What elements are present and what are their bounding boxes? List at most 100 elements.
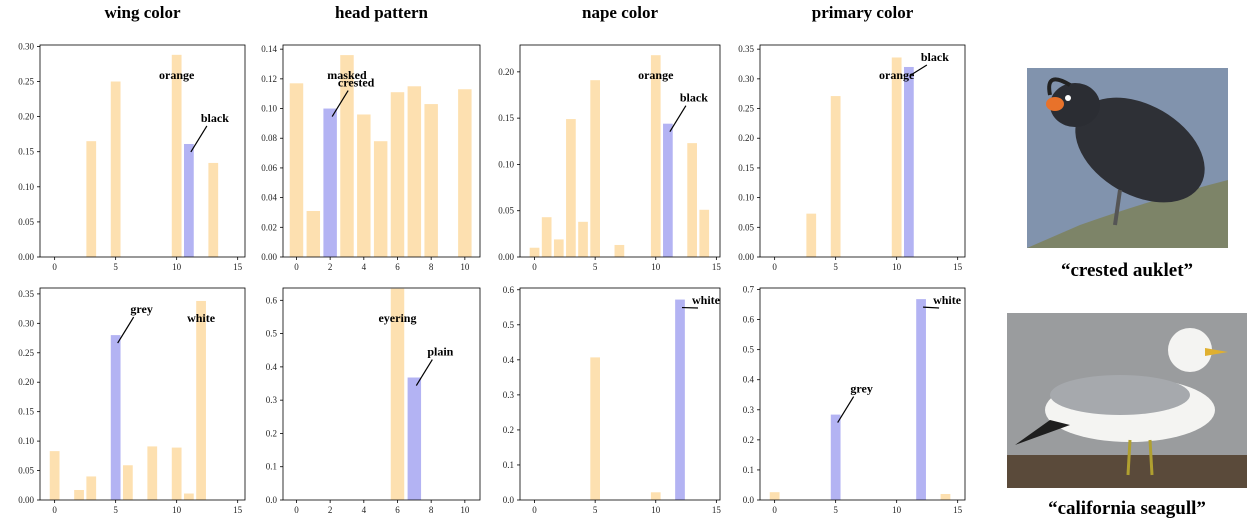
bar [687, 143, 697, 257]
bar [172, 55, 182, 257]
bar [184, 494, 194, 500]
bar [651, 492, 661, 500]
y-tick-label: 0.35 [738, 44, 754, 54]
x-tick-label: 10 [892, 262, 902, 272]
bar [916, 299, 926, 500]
annotation: grey [850, 382, 872, 396]
bar [663, 124, 673, 257]
bar [357, 114, 370, 257]
y-tick-label: 0.6 [266, 295, 278, 305]
bar [892, 57, 902, 257]
x-tick-label: 8 [429, 505, 434, 515]
y-tick-label: 0.06 [261, 163, 277, 173]
y-tick-label: 0.15 [738, 163, 754, 173]
x-tick-label: 5 [113, 262, 118, 272]
x-tick-label: 5 [833, 262, 838, 272]
bar [408, 378, 421, 500]
y-tick-label: 0.25 [738, 104, 754, 114]
bar [290, 83, 303, 257]
bar [374, 141, 387, 257]
bar [172, 448, 182, 500]
bar [770, 492, 780, 500]
x-tick-label: 0 [772, 262, 777, 272]
x-tick-label: 0 [294, 505, 299, 515]
column-title: wing color [104, 3, 180, 22]
y-tick-label: 0.4 [743, 375, 755, 385]
y-tick-label: 0.05 [18, 466, 34, 476]
x-tick-label: 10 [892, 505, 902, 515]
x-tick-label: 5 [113, 505, 118, 515]
x-tick-label: 6 [395, 262, 400, 272]
plot-frame [760, 45, 965, 257]
y-tick-label: 0.3 [743, 405, 755, 415]
x-tick-label: 15 [233, 505, 243, 515]
y-tick-label: 0.10 [738, 193, 754, 203]
y-tick-label: 0.3 [503, 390, 515, 400]
annotation: black [201, 111, 229, 125]
y-tick-label: 0.04 [261, 193, 277, 203]
y-tick-label: 0.15 [18, 407, 34, 417]
bar [542, 217, 552, 257]
bar [831, 96, 841, 257]
y-tick-label: 0.1 [743, 465, 754, 475]
y-tick-label: 0.0 [266, 495, 278, 505]
y-tick-label: 0.35 [18, 289, 34, 299]
x-tick-label: 0 [294, 262, 299, 272]
y-tick-label: 0.25 [18, 348, 34, 358]
y-tick-label: 0.4 [266, 362, 278, 372]
x-tick-label: 4 [362, 262, 367, 272]
bar [941, 494, 951, 500]
y-tick-label: 0.1 [503, 460, 514, 470]
x-tick-label: 15 [953, 505, 963, 515]
y-tick-label: 0.2 [266, 428, 277, 438]
y-tick-label: 0.3 [266, 395, 278, 405]
annotation: grey [130, 302, 152, 316]
bar [615, 245, 625, 257]
y-tick-label: 0.00 [738, 252, 754, 262]
x-tick-label: 15 [953, 262, 963, 272]
x-tick-label: 5 [833, 505, 838, 515]
y-tick-label: 0.20 [18, 112, 34, 122]
annotation: white [933, 293, 962, 307]
annotation: black [680, 91, 708, 105]
bar [566, 119, 576, 257]
y-tick-label: 0.10 [498, 159, 514, 169]
bar [86, 141, 96, 257]
y-tick-label: 0.5 [743, 345, 755, 355]
annotation-line [670, 106, 686, 132]
y-tick-label: 0.02 [261, 222, 277, 232]
y-tick-label: 0.5 [266, 329, 278, 339]
y-tick-label: 0.30 [738, 74, 754, 84]
bar [196, 301, 206, 500]
annotation: orange [879, 68, 915, 82]
bar [323, 109, 336, 257]
x-tick-label: 6 [395, 505, 400, 515]
y-tick-label: 0.0 [743, 495, 755, 505]
x-tick-label: 10 [651, 505, 661, 515]
annotation-line [838, 397, 854, 423]
y-tick-label: 0.5 [503, 320, 515, 330]
bar [590, 357, 600, 500]
column-title: primary color [812, 3, 914, 22]
bar [111, 335, 121, 500]
x-tick-label: 10 [172, 505, 182, 515]
x-tick-label: 0 [52, 262, 57, 272]
y-tick-label: 0.4 [503, 355, 515, 365]
bar [50, 451, 60, 500]
auklet-photo [1027, 68, 1228, 248]
y-tick-label: 0.00 [261, 252, 277, 262]
annotation-line [416, 360, 432, 386]
x-tick-label: 10 [460, 262, 470, 272]
x-tick-label: 0 [532, 505, 537, 515]
y-tick-label: 0.30 [18, 318, 34, 328]
bar [590, 80, 600, 257]
annotation: orange [159, 68, 195, 82]
y-tick-label: 0.30 [18, 41, 34, 51]
bar [391, 92, 404, 257]
x-tick-label: 0 [772, 505, 777, 515]
x-tick-label: 0 [52, 505, 57, 515]
annotation: black [921, 50, 949, 64]
y-tick-label: 0.20 [738, 133, 754, 143]
bar [86, 476, 96, 500]
y-tick-label: 0.1 [266, 462, 277, 472]
